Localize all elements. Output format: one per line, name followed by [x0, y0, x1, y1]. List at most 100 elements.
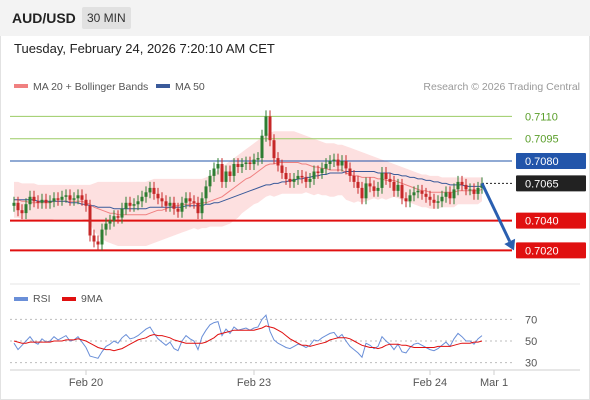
rsi-tick-70: 70	[525, 314, 537, 326]
candle	[164, 195, 168, 212]
timeframe-button[interactable]: 30 MIN	[82, 7, 131, 29]
candle-body	[360, 187, 364, 199]
candle	[60, 190, 64, 206]
candle-body	[400, 184, 404, 199]
candle-body	[220, 164, 224, 182]
candle-body	[436, 201, 440, 203]
candle-body	[176, 208, 180, 212]
rsi-line	[13, 314, 483, 359]
header-bar: AUD/USD 30 MIN	[0, 0, 590, 36]
candle-body	[268, 116, 272, 141]
candle	[256, 152, 260, 166]
candle	[444, 186, 448, 203]
candle-body	[368, 183, 372, 187]
candle	[184, 192, 188, 209]
candle	[212, 162, 216, 182]
candle-body	[92, 235, 96, 242]
candle	[368, 177, 372, 193]
candle-body	[172, 202, 176, 209]
price-legend: MA 20 + Bollinger Bands MA 50	[14, 81, 205, 93]
candle-body	[96, 241, 100, 245]
candle-body	[184, 198, 188, 203]
candle-body	[304, 177, 308, 182]
candle	[152, 181, 156, 200]
candle	[372, 180, 376, 197]
candle-body	[216, 164, 220, 169]
candle-body	[380, 173, 384, 188]
candle-body	[60, 196, 64, 200]
candle-body	[384, 173, 388, 179]
candle	[376, 181, 380, 197]
candle-body	[248, 162, 252, 164]
level-label-box	[516, 153, 586, 169]
candle-body	[108, 220, 112, 224]
candle-body	[288, 178, 292, 182]
level-label-resistance: 0.7110	[525, 111, 558, 123]
candle	[316, 165, 320, 179]
candle-body	[104, 223, 108, 230]
candle	[472, 183, 476, 200]
candle-body	[28, 196, 32, 205]
candle-body	[120, 208, 124, 218]
candle	[464, 178, 468, 196]
x-tick-label: Feb 23	[237, 377, 271, 389]
legend-swatch-rsi	[14, 297, 28, 301]
candle-body	[228, 171, 232, 176]
candle	[80, 189, 84, 206]
candle	[400, 178, 404, 205]
candle-body	[432, 199, 436, 203]
rsi-legend: RSI 9MA	[14, 293, 103, 305]
candle-body	[448, 192, 452, 199]
candle-body	[76, 195, 80, 199]
candle-body	[412, 192, 416, 196]
candle	[128, 196, 132, 212]
candle	[216, 158, 220, 175]
candle-body	[192, 201, 196, 203]
candle-body	[376, 187, 380, 191]
candle-body	[460, 181, 464, 185]
candle	[172, 196, 176, 215]
candle-body	[392, 181, 396, 191]
candle	[272, 134, 276, 164]
candle-body	[420, 190, 424, 194]
candle-body	[364, 183, 368, 199]
rsi-9ma-line	[13, 325, 483, 352]
candle	[468, 183, 472, 196]
candle-body	[84, 199, 88, 206]
candle-body	[464, 184, 468, 190]
candle-body	[200, 198, 204, 214]
candle	[236, 158, 240, 173]
candle-body	[100, 229, 104, 245]
candle	[332, 153, 336, 167]
candle	[52, 192, 56, 208]
candle	[120, 202, 124, 224]
candle	[304, 171, 308, 188]
candle-body	[444, 192, 448, 197]
candle-body	[44, 199, 48, 203]
candle	[344, 155, 348, 175]
candle	[404, 192, 408, 208]
candle	[132, 198, 136, 212]
candle	[124, 196, 128, 215]
candle	[32, 190, 36, 208]
level-label-text: 0.7065	[525, 178, 559, 190]
candle	[420, 184, 424, 200]
candle	[264, 110, 268, 142]
candle	[336, 153, 340, 172]
candle	[388, 173, 392, 188]
candle-body	[452, 189, 456, 199]
candle-body	[80, 195, 84, 200]
legend-ma50-label: MA 50	[175, 81, 205, 93]
candle-body	[388, 178, 392, 182]
level-label-text: 0.7080	[525, 156, 559, 168]
candle-body	[164, 201, 168, 206]
candle	[200, 192, 204, 220]
candle	[28, 190, 32, 211]
candle	[300, 170, 304, 184]
candle-body	[440, 196, 444, 202]
x-axis: Feb 20 Feb 23 Feb 24 Mar 1	[69, 370, 508, 389]
candle	[340, 155, 344, 172]
candle	[324, 158, 328, 175]
candle-body	[68, 195, 72, 200]
candle-body	[160, 198, 164, 202]
